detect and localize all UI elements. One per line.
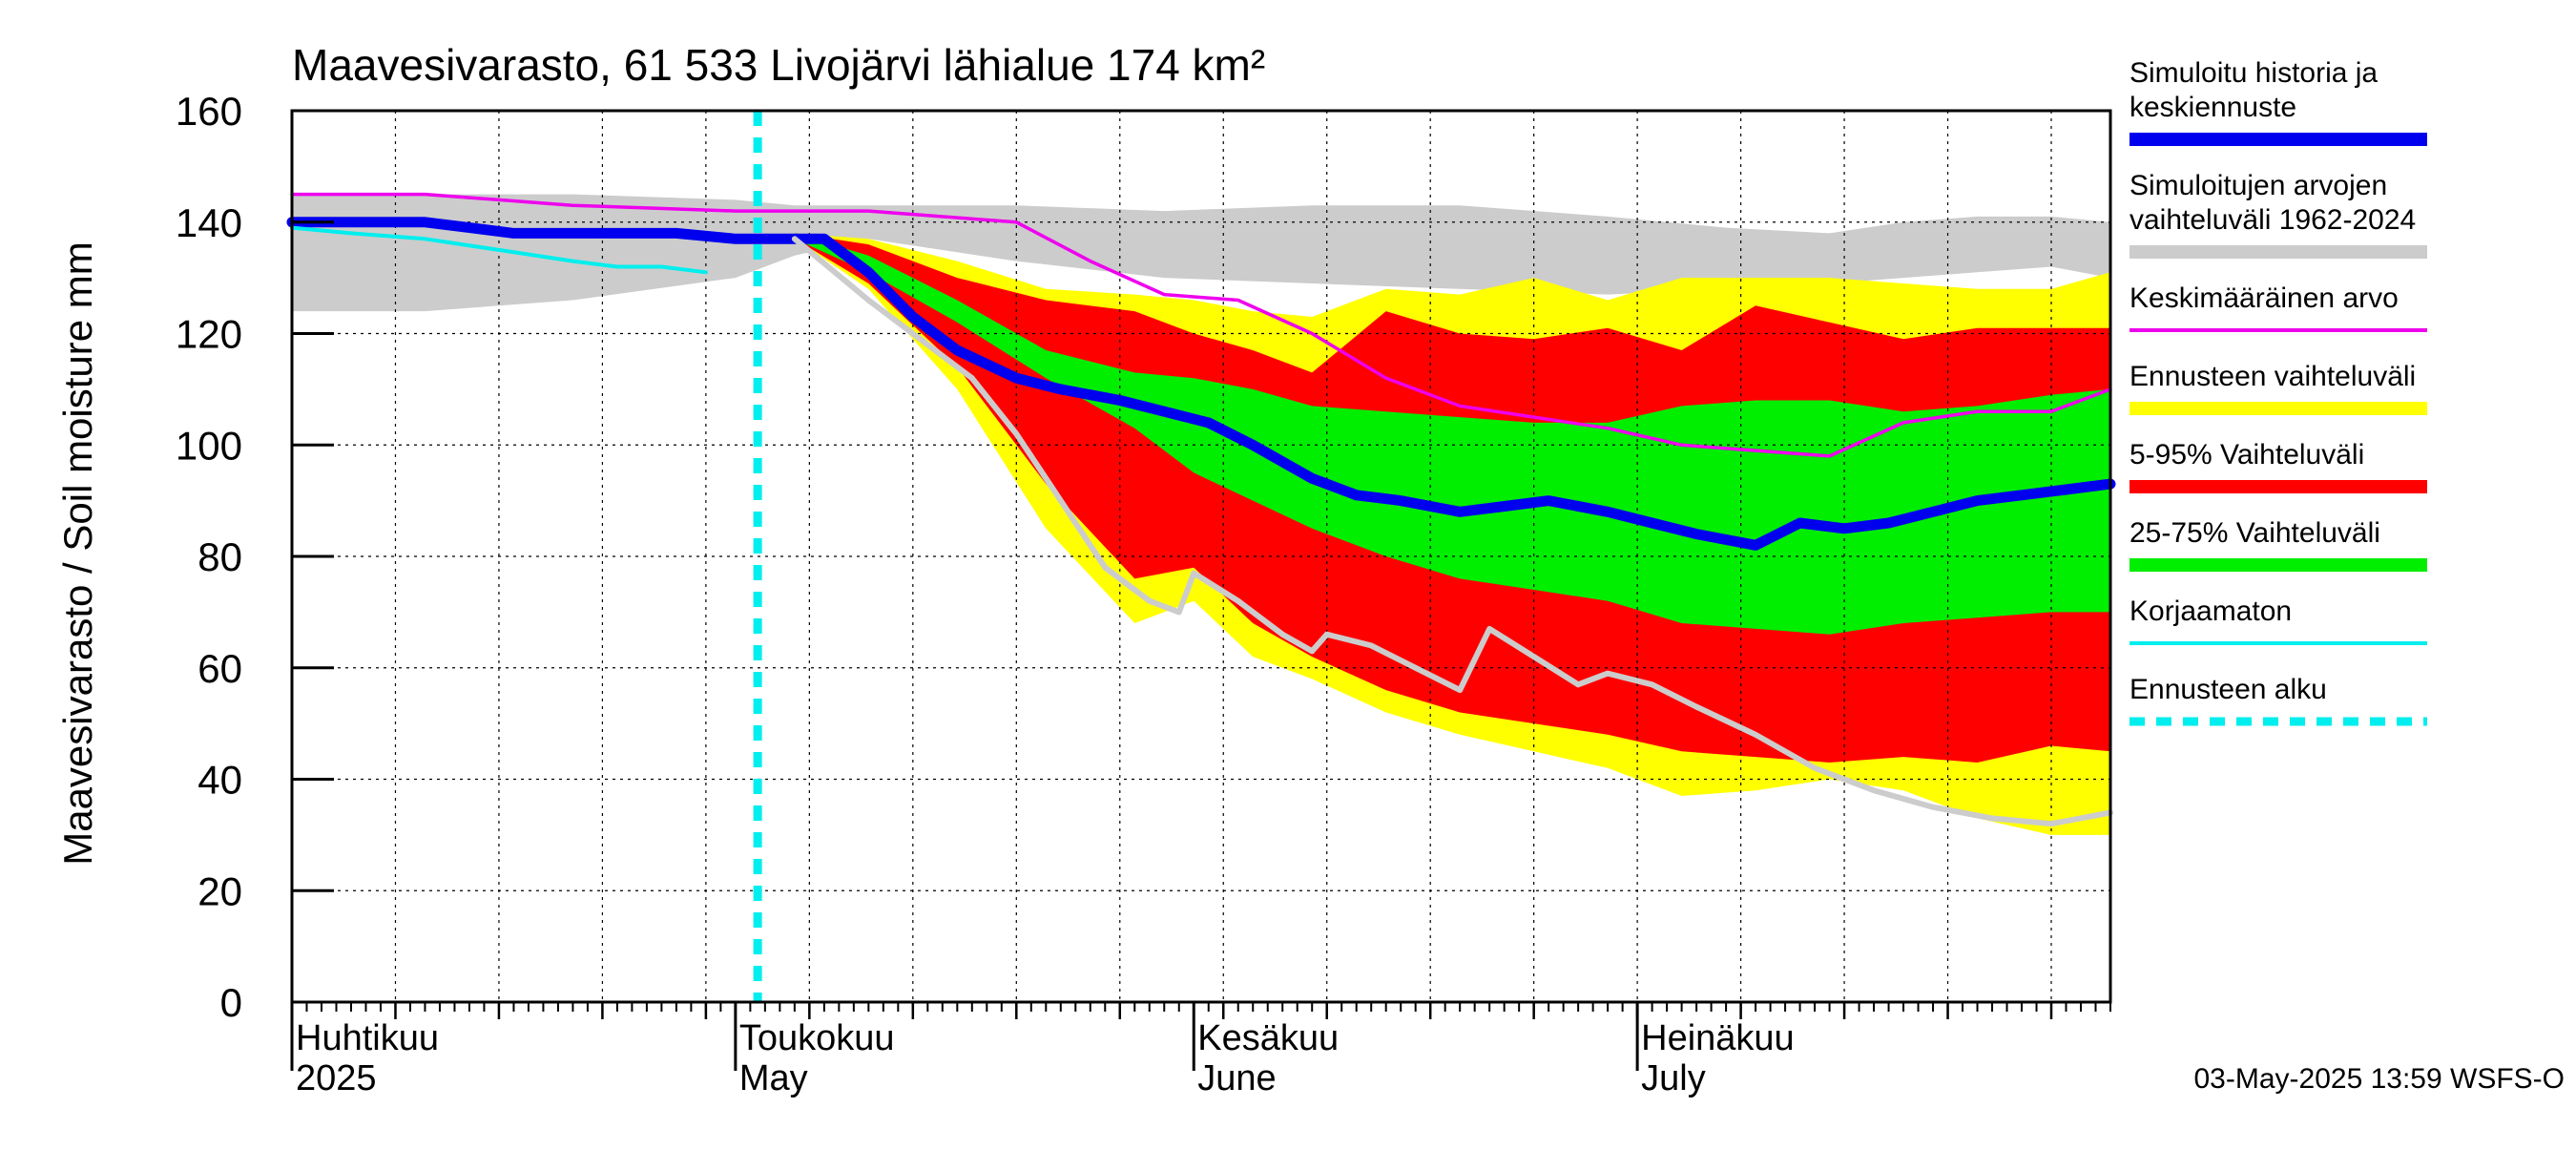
y-tick-label: 20: [197, 868, 242, 913]
legend-label: Simuloitujen arvojen: [2129, 170, 2387, 201]
legend-label: Ennusteen alku: [2129, 674, 2327, 705]
legend-label: keskiennuste: [2129, 92, 2296, 123]
x-month-label: Heinäkuu: [1641, 1018, 1795, 1058]
x-month-sublabel: June: [1197, 1058, 1276, 1098]
y-tick-label: 140: [176, 200, 242, 245]
average-line: [290, 192, 2112, 458]
y-tick-label: 0: [220, 980, 242, 1025]
x-month-label: Kesäkuu: [1197, 1018, 1339, 1058]
y-tick-label: 80: [197, 534, 242, 579]
y-tick-label: 100: [176, 423, 242, 468]
x-month-label: Huhtikuu: [296, 1018, 439, 1058]
mean-forecast-line: [286, 217, 2116, 551]
y-tick-label: 40: [197, 758, 242, 803]
y-axis-label: Maavesivarasto / Soil moisture mm: [55, 241, 100, 866]
legend-label: 5-95% Vaihteluväli: [2129, 439, 2364, 470]
uncorrected-forecast-line: [791, 236, 2113, 827]
legend-label: Korjaamaton: [2129, 596, 2292, 627]
timestamp: 03-May-2025 13:59 WSFS-O: [2194, 1063, 2566, 1095]
chart-title: Maavesivarasto, 61 533 Livojärvi lähialu…: [292, 40, 1265, 90]
legend-label: Keskimääräinen arvo: [2129, 282, 2399, 314]
y-tick-label: 160: [176, 89, 242, 134]
legend-label: vaihteluväli 1962-2024: [2129, 204, 2416, 236]
y-tick-label: 60: [197, 646, 242, 691]
history-range-band: [292, 194, 2110, 312]
x-month-label: Toukokuu: [739, 1018, 895, 1058]
uncorrected-line: [290, 225, 708, 275]
legend-label: Ennusteen vaihteluväli: [2129, 361, 2416, 392]
x-month-sublabel: July: [1641, 1058, 1706, 1098]
x-month-sublabel: May: [739, 1058, 808, 1098]
x-month-sublabel: 2025: [296, 1058, 377, 1098]
y-tick-label: 120: [176, 312, 242, 357]
legend-label: 25-75% Vaihteluväli: [2129, 517, 2380, 549]
legend-label: Simuloitu historia ja: [2129, 57, 2378, 89]
